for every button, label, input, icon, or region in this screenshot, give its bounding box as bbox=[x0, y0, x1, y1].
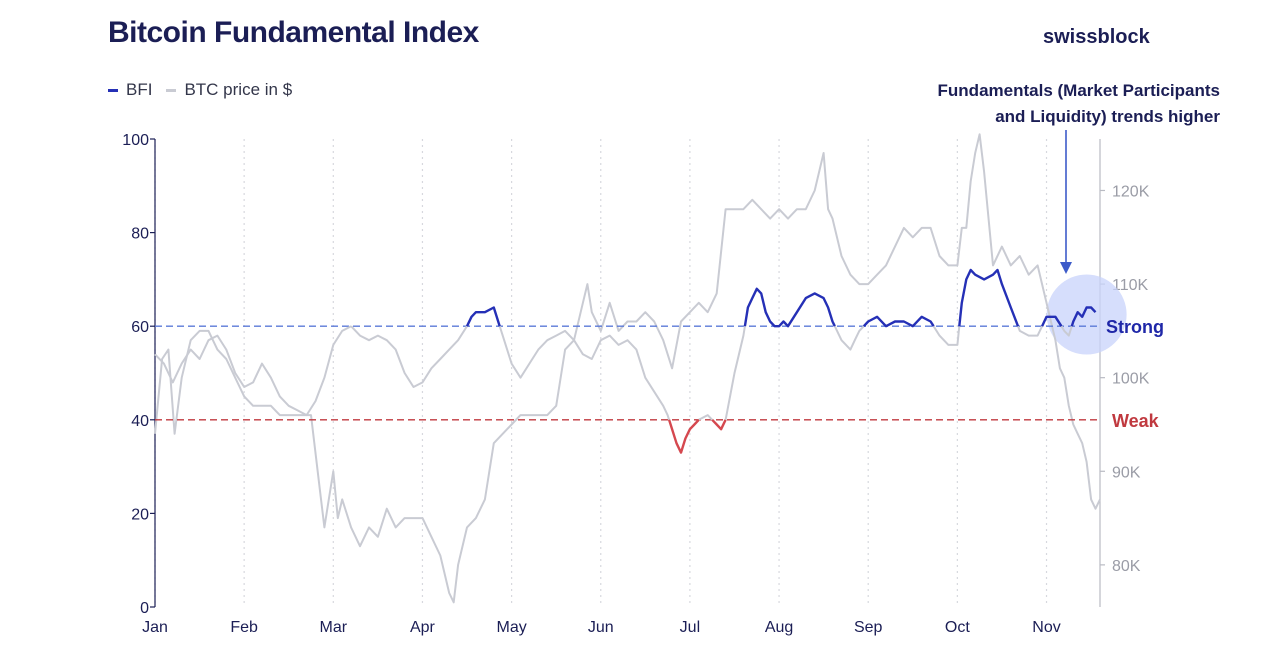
bfi-line-strong-segment bbox=[1041, 315, 1063, 327]
left-tick-label: 0 bbox=[140, 600, 149, 617]
bfi-line-weak-segment bbox=[711, 418, 727, 431]
left-tick-label: 60 bbox=[131, 319, 149, 336]
bfi-line-strong-segment bbox=[1070, 306, 1097, 327]
right-tick-label: 110K bbox=[1112, 277, 1149, 294]
brand-logo: swissblock bbox=[1043, 26, 1150, 48]
legend-btc-label: BTC price in $ bbox=[184, 80, 293, 99]
bfi-line-neutral-segment bbox=[833, 325, 865, 351]
bfi-line-strong-segment bbox=[465, 306, 501, 327]
right-tick-label: 120K bbox=[1112, 183, 1150, 200]
right-tick-label: 80K bbox=[1112, 558, 1141, 575]
bfi-line-neutral-segment bbox=[1060, 325, 1073, 337]
annotation-line-2: and Liquidity) trends higher bbox=[995, 107, 1220, 126]
bfi-line-neutral-segment bbox=[154, 325, 352, 417]
bfi-line-neutral-segment bbox=[498, 325, 671, 421]
x-tick-label: Sep bbox=[854, 619, 883, 636]
bfi-line-strong-segment bbox=[862, 315, 935, 328]
highlight-circle bbox=[1046, 274, 1127, 355]
bfi-line-strong-segment bbox=[743, 287, 836, 328]
btc-price-line bbox=[154, 133, 1101, 604]
chart-title: Bitcoin Fundamental Index bbox=[108, 16, 479, 49]
strong-label: Strong bbox=[1106, 317, 1164, 337]
annotation-arrow-head bbox=[1060, 262, 1072, 274]
x-tick-label: Oct bbox=[945, 619, 970, 636]
bfi-line-strong-segment bbox=[958, 268, 1020, 327]
bfi-line-neutral-segment bbox=[698, 414, 713, 421]
legend: BFI BTC price in $ bbox=[108, 80, 292, 100]
x-tick-label: Jul bbox=[680, 619, 700, 636]
annotation-line-1: Fundamentals (Market Participants bbox=[937, 81, 1220, 100]
left-tick-label: 100 bbox=[122, 132, 149, 149]
x-tick-label: Apr bbox=[410, 619, 436, 636]
x-tick-label: Mar bbox=[320, 619, 348, 636]
bfi-line-neutral-segment bbox=[350, 325, 468, 388]
x-tick-label: Jan bbox=[142, 619, 168, 636]
x-tick-label: Aug bbox=[765, 619, 793, 636]
weak-label: Weak bbox=[1112, 411, 1160, 431]
left-tick-label: 80 bbox=[131, 226, 149, 243]
legend-bfi-swatch bbox=[108, 88, 118, 92]
bfi-line-neutral-segment bbox=[932, 325, 961, 346]
left-tick-label: 40 bbox=[131, 413, 149, 430]
annotation-text: Fundamentals (Market Participants and Li… bbox=[860, 78, 1220, 130]
x-tick-label: May bbox=[496, 619, 526, 636]
bfi-line-neutral-segment bbox=[1017, 325, 1044, 337]
legend-bfi-label: BFI bbox=[126, 80, 153, 99]
bfi-line-weak-segment bbox=[667, 418, 700, 454]
x-tick-label: Nov bbox=[1032, 619, 1060, 636]
right-tick-label: 90K bbox=[1112, 464, 1141, 481]
right-tick-label: 100K bbox=[1112, 371, 1150, 388]
x-tick-label: Jun bbox=[588, 619, 614, 636]
left-tick-label: 20 bbox=[131, 506, 149, 523]
bfi-line-neutral-segment bbox=[724, 326, 746, 420]
legend-btc-swatch bbox=[166, 88, 177, 92]
x-tick-label: Feb bbox=[230, 619, 258, 636]
